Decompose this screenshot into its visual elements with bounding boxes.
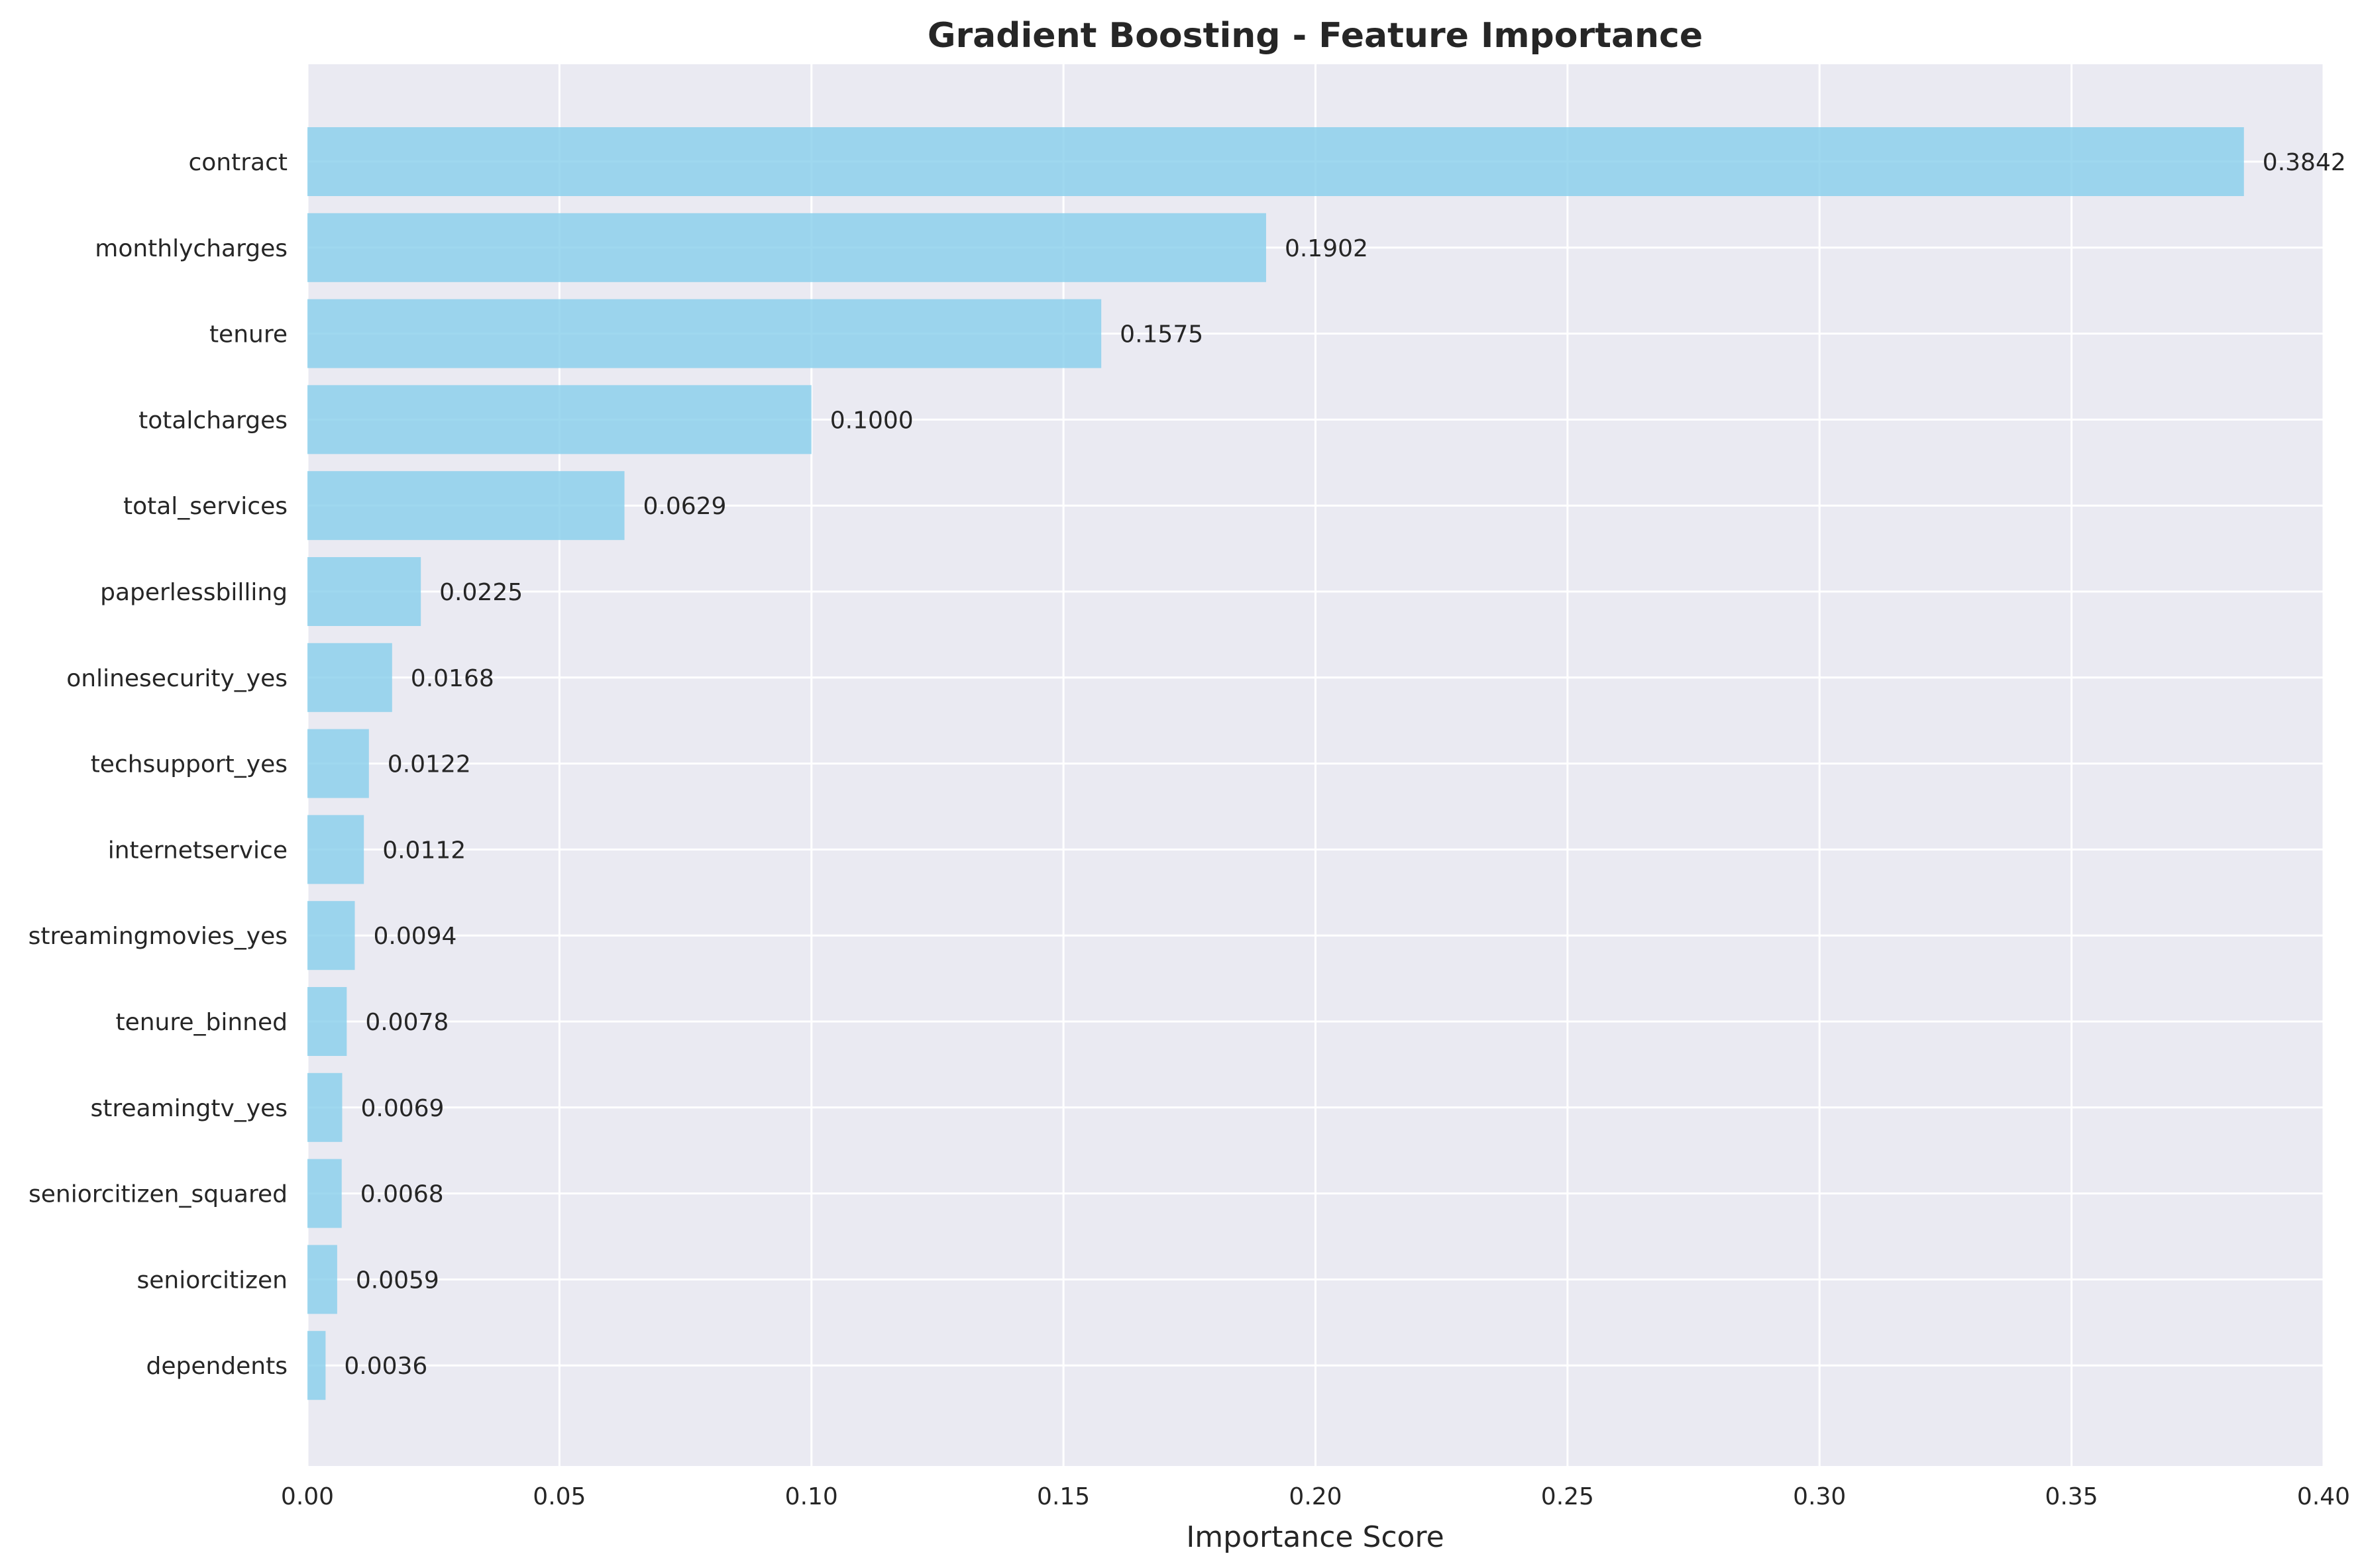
bar-seniorcitizen <box>307 1245 337 1314</box>
x-tick-label: 0.05 <box>533 1483 586 1510</box>
bar-seniorcitizen_squared <box>307 1159 342 1228</box>
y-tick-labels: contract monthlycharges tenure totalcharges… <box>28 149 288 1380</box>
value-label-tenure_binned: 0.0078 <box>365 1009 449 1036</box>
x-tick-label: 0.20 <box>1289 1483 1342 1510</box>
bar-contract <box>307 127 2244 196</box>
value-label-monthlycharges: 0.1902 <box>1285 235 1368 262</box>
y-tick-label-onlinesecurity_yes: onlinesecurity_yes <box>66 665 288 692</box>
bar-tenure <box>307 299 1102 368</box>
value-label-contract: 0.3842 <box>2263 149 2346 176</box>
y-tick-label-streamingtv_yes: streamingtv_yes <box>91 1095 288 1122</box>
bar-streamingtv_yes <box>307 1072 343 1142</box>
bar-internetservice <box>307 815 364 884</box>
bar-totalcharges <box>307 385 812 454</box>
x-axis-label: Importance Score <box>1186 1520 1444 1554</box>
y-tick-label-techsupport_yes: techsupport_yes <box>91 751 288 778</box>
bar-streamingmovies_yes <box>307 901 355 970</box>
value-label-seniorcitizen_squared: 0.0068 <box>360 1181 444 1208</box>
y-tick-label-tenure: tenure <box>209 321 288 348</box>
bar-dependents <box>307 1331 326 1400</box>
y-tick-label-tenure_binned: tenure_binned <box>115 1009 288 1036</box>
bar-paperlessbilling <box>307 557 421 626</box>
bar-onlinesecurity_yes <box>307 643 392 712</box>
chart-title: Gradient Boosting - Feature Importance <box>928 16 1703 56</box>
y-tick-label-streamingmovies_yes: streamingmovies_yes <box>28 923 288 950</box>
value-label-total_services: 0.0629 <box>643 493 727 520</box>
y-tick-label-totalcharges: totalcharges <box>138 407 288 434</box>
x-tick-label: 0.10 <box>785 1483 838 1510</box>
x-tick-label: 0.40 <box>2297 1483 2350 1510</box>
x-tick-label: 0.30 <box>1793 1483 1846 1510</box>
value-label-paperlessbilling: 0.0225 <box>439 579 523 606</box>
bar-techsupport_yes <box>307 729 369 798</box>
bars <box>307 127 2244 1400</box>
value-label-techsupport_yes: 0.0122 <box>388 751 471 778</box>
y-tick-label-seniorcitizen: seniorcitizen <box>136 1267 288 1294</box>
value-label-onlinesecurity_yes: 0.0168 <box>411 665 494 692</box>
value-label-internetservice: 0.0112 <box>382 837 466 864</box>
bar-total_services <box>307 471 625 541</box>
value-label-streamingtv_yes: 0.0069 <box>360 1095 444 1122</box>
data-labels: 0.3842 0.1902 0.1575 0.1000 0.0629 0.0225 0.01… <box>344 149 2345 1380</box>
y-tick-label-dependents: dependents <box>146 1353 288 1380</box>
x-tick-label: 0.15 <box>1037 1483 1090 1510</box>
y-tick-label-paperlessbilling: paperlessbilling <box>100 579 288 606</box>
value-label-dependents: 0.0036 <box>344 1353 427 1380</box>
x-tick-label: 0.00 <box>281 1483 334 1510</box>
y-tick-label-total_services: total_services <box>123 493 288 520</box>
y-tick-label-contract: contract <box>188 149 288 176</box>
bar-monthlycharges <box>307 213 1266 282</box>
value-label-streamingmovies_yes: 0.0094 <box>374 923 457 950</box>
y-tick-label-monthlycharges: monthlycharges <box>95 235 288 262</box>
y-tick-label-internetservice: internetservice <box>108 837 288 864</box>
y-tick-label-seniorcitizen_squared: seniorcitizen_squared <box>28 1181 288 1208</box>
bar-tenure_binned <box>307 987 347 1056</box>
x-tick-label: 0.35 <box>2045 1483 2098 1510</box>
x-tick-labels: 0.00 0.05 0.10 0.15 0.20 0.25 0.30 0.35 0.40 <box>281 1483 2350 1510</box>
value-label-seniorcitizen: 0.0059 <box>356 1267 439 1294</box>
value-label-tenure: 0.1575 <box>1120 321 1203 348</box>
value-label-totalcharges: 0.1000 <box>830 407 914 434</box>
x-tick-label: 0.25 <box>1541 1483 1594 1510</box>
